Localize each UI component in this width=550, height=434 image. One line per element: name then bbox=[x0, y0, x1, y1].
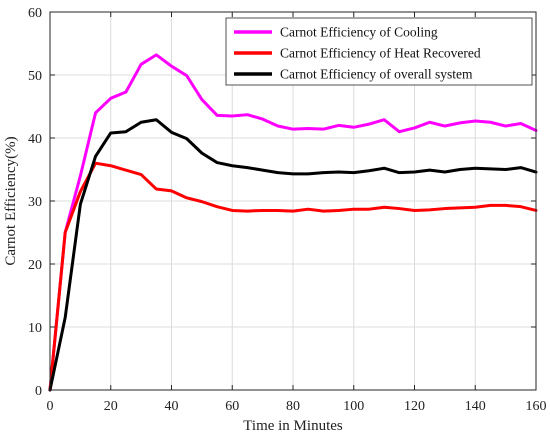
y-tick-label: 0 bbox=[35, 384, 42, 399]
y-tick-labels: 0 10 20 30 40 50 60 bbox=[28, 6, 42, 399]
x-tick-label: 0 bbox=[47, 399, 54, 414]
x-tick-label: 140 bbox=[465, 399, 486, 414]
series-lines bbox=[48, 53, 538, 392]
legend-label-cooling: Carnot Efficiency of Cooling bbox=[280, 25, 438, 40]
y-tick-label: 50 bbox=[28, 69, 42, 84]
legend-label-overall-system: Carnot Efficiency of overall system bbox=[280, 67, 473, 82]
x-tick-labels: 0 20 40 60 80 100 120 140 160 bbox=[47, 399, 547, 414]
y-tick-label: 30 bbox=[28, 195, 42, 210]
x-tick-label: 40 bbox=[165, 399, 179, 414]
x-tick-label: 160 bbox=[526, 399, 547, 414]
legend-box bbox=[225, 17, 533, 86]
y-tick-label: 10 bbox=[28, 321, 42, 336]
series-line-overall-system bbox=[48, 118, 538, 392]
y-tick-label: 40 bbox=[28, 132, 42, 147]
x-tick-label: 20 bbox=[104, 399, 118, 414]
legend-label-heat-recovered: Carnot Efficiency of Heat Recovered bbox=[280, 46, 481, 61]
x-axis-title: Time in Minutes bbox=[243, 418, 343, 434]
legend: Carnot Efficiency of Cooling Carnot Effi… bbox=[225, 17, 533, 86]
x-tick-label: 60 bbox=[225, 399, 239, 414]
y-tick-label: 20 bbox=[28, 258, 42, 273]
series-line-heat-recovered bbox=[48, 161, 538, 392]
axis-ticks bbox=[49, 11, 537, 391]
x-tick-label: 80 bbox=[286, 399, 300, 414]
y-axis-title: Carnot Efficiency(%) bbox=[3, 136, 19, 265]
y-tick-label: 60 bbox=[28, 6, 42, 21]
x-tick-label: 120 bbox=[404, 399, 425, 414]
series-line-cooling bbox=[48, 53, 538, 392]
x-tick-label: 100 bbox=[343, 399, 364, 414]
